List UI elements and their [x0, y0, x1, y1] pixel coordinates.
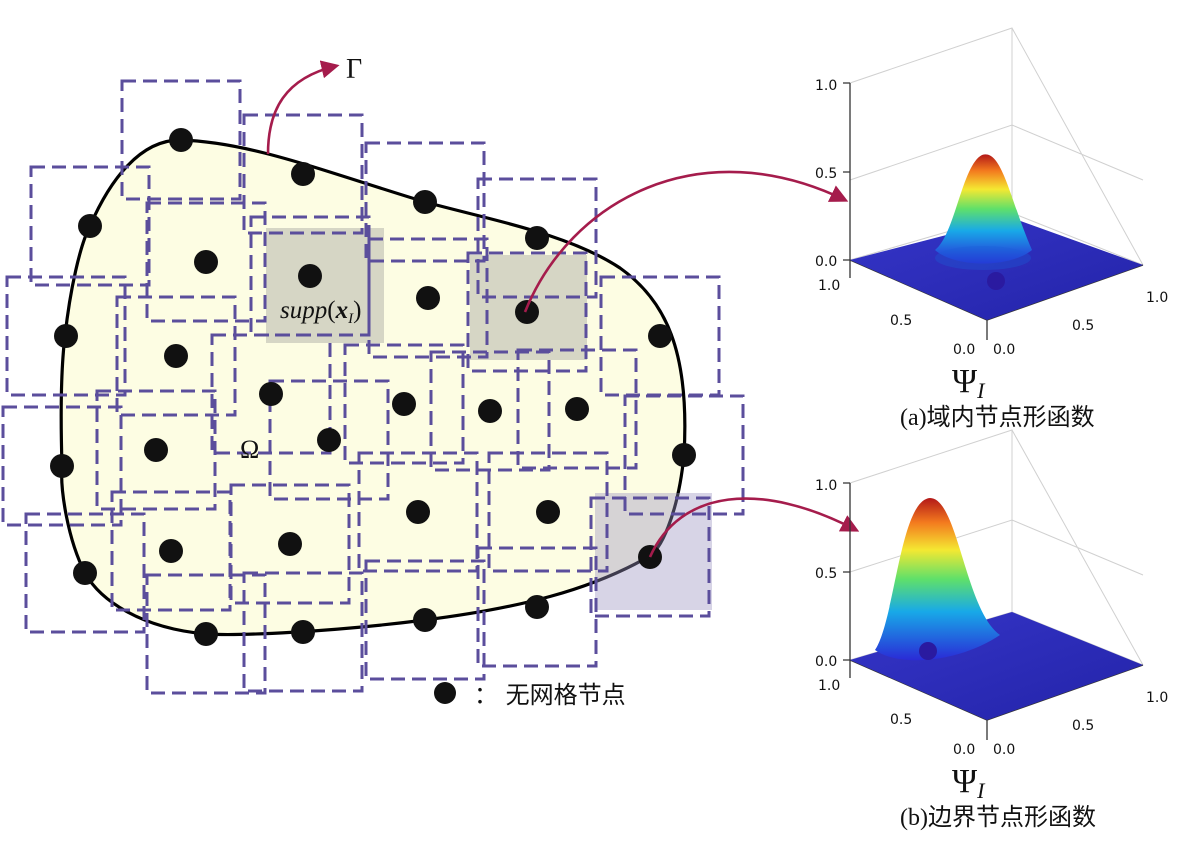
meshless-node [291, 620, 315, 644]
support-box [364, 141, 486, 263]
meshless-node [159, 539, 183, 563]
plot-b-caption: (b)边界节点形函数 [900, 804, 1096, 831]
arrow-to-plot-a [523, 170, 849, 313]
legend-node-marker [434, 682, 456, 704]
plot-b-z-tick-1: 1.0 [815, 478, 837, 494]
meshless-node [536, 500, 560, 524]
meshless-node [406, 500, 430, 524]
plot-b-x-tick-05: 0.5 [1072, 718, 1094, 734]
support-box [343, 343, 465, 465]
arrow-to-plot-b [648, 497, 860, 558]
support-label: supp(xI) [280, 297, 361, 327]
meshless-node [413, 608, 437, 632]
meshless-node [291, 162, 315, 186]
meshless-node [50, 454, 74, 478]
plot-a-z-tick-1: 1.0 [815, 78, 837, 94]
meshless-node [78, 214, 102, 238]
meshless-node [278, 532, 302, 556]
plot-b-axis-label: ΨI [952, 763, 986, 803]
plot-a-caption: (a)域内节点形函数 [900, 404, 1095, 431]
meshless-node [565, 397, 589, 421]
meshless-node [525, 595, 549, 619]
support-box [145, 201, 267, 323]
support-box [5, 275, 127, 397]
plot-b-x-tick-0: 0.0 [993, 742, 1015, 758]
support-box [357, 451, 479, 573]
plot-a-axis-label: ΨI [952, 363, 986, 403]
meshless-node [194, 250, 218, 274]
plot-b-x-tick-1: 1.0 [1146, 690, 1168, 706]
meshless-node [648, 324, 672, 348]
plot-a-y-tick-05: 0.5 [890, 313, 912, 329]
meshless-node [259, 382, 283, 406]
plot-a-y-tick-0: 0.0 [953, 342, 975, 358]
plot-b-y-tick-0: 0.0 [953, 742, 975, 758]
support-box [24, 512, 146, 634]
meshless-node [413, 190, 437, 214]
meshless-node [298, 264, 322, 288]
support-box [367, 237, 489, 359]
plot-a-z-tick-05: 0.5 [815, 166, 837, 182]
support-box [268, 379, 390, 501]
support-box [589, 496, 711, 618]
support-boxes [1, 79, 745, 695]
support-box [476, 546, 598, 668]
plot-b-z-tick-0: 0.0 [815, 654, 837, 670]
plot-a-y-tick-1: 1.0 [818, 278, 840, 294]
support-box [623, 394, 745, 516]
plot-b-y-tick-1: 1.0 [818, 678, 840, 694]
meshless-node [169, 128, 193, 152]
plot-b-z-tick-05: 0.5 [815, 566, 837, 582]
meshless-node [73, 561, 97, 585]
support-box [145, 573, 267, 695]
meshless-node [416, 286, 440, 310]
meshless-node [144, 438, 168, 462]
meshless-node [54, 324, 78, 348]
support-box [29, 165, 151, 287]
support-box [364, 559, 486, 681]
support-box [115, 295, 237, 417]
plot-b-y-tick-05: 0.5 [890, 712, 912, 728]
support-region-interior [266, 228, 384, 343]
meshless-node [164, 344, 188, 368]
meshless-node [478, 399, 502, 423]
meshless-node [392, 392, 416, 416]
support-box [466, 251, 588, 373]
support-box [487, 451, 609, 573]
plot-a-x-tick-0: 0.0 [993, 342, 1015, 358]
support-box [229, 483, 351, 605]
gamma-arrow [266, 60, 340, 155]
meshless-node [672, 443, 696, 467]
support-box [1, 405, 123, 527]
meshless-node [525, 226, 549, 250]
plot-a-x-tick-05: 0.5 [1072, 318, 1094, 334]
support-box [242, 571, 364, 693]
meshless-node [515, 300, 539, 324]
omega-label: Ω [240, 435, 259, 464]
gamma-label: Γ [346, 54, 362, 85]
legend-text: ： 无网格节点 [474, 681, 626, 709]
plot-interior-shape-function: 1.0 0.5 0.0 1.0 0.5 0.0 0.0 0.5 1.0 ΨI (… [815, 27, 1168, 431]
support-box [516, 348, 638, 470]
support-box [95, 389, 217, 511]
meshless-nodes [50, 128, 696, 646]
plot-boundary-shape-function: 1.0 0.5 0.0 1.0 0.5 0.0 0.0 0.5 1.0 ΨI (… [815, 429, 1168, 831]
plot-a-x-tick-1: 1.0 [1146, 290, 1168, 306]
meshless-node [317, 428, 341, 452]
meshless-node [194, 622, 218, 646]
plot-a-z-tick-0: 0.0 [815, 254, 837, 270]
support-box [120, 79, 242, 201]
support-box [242, 113, 364, 235]
